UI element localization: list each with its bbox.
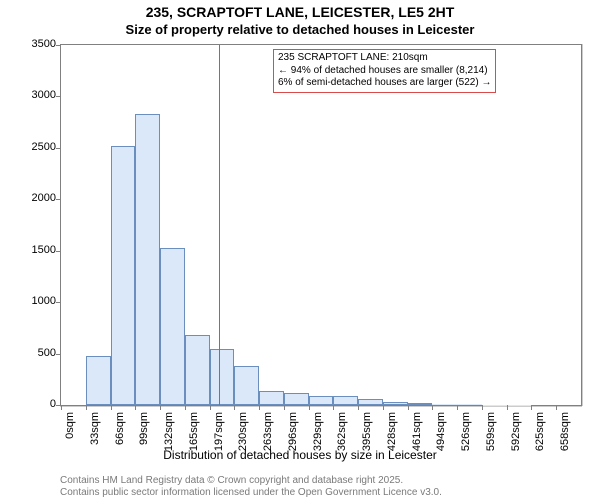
y-tick [56, 199, 61, 200]
y-tick [56, 148, 61, 149]
x-tick [61, 405, 62, 410]
bar [333, 396, 358, 405]
y-tick [56, 302, 61, 303]
chart-title-line2: Size of property relative to detached ho… [0, 22, 600, 37]
x-tick [333, 405, 334, 410]
x-tick [111, 405, 112, 410]
bar [358, 399, 383, 405]
x-tick [507, 405, 508, 410]
x-tick [531, 405, 532, 410]
x-tick-label: 99sqm [138, 412, 150, 458]
x-tick-label: 66sqm [114, 412, 126, 458]
bar [309, 396, 334, 405]
bar [284, 393, 309, 405]
x-tick-label: 526sqm [460, 412, 472, 458]
y-tick-label: 3000 [6, 89, 56, 101]
x-tick [160, 405, 161, 410]
x-tick-label: 296sqm [287, 412, 299, 458]
x-tick [284, 405, 285, 410]
y-tick-label: 1000 [6, 295, 56, 307]
bar [135, 114, 160, 405]
y-tick [56, 45, 61, 46]
footnote-line2: Contains public sector information licen… [60, 487, 442, 498]
x-tick [234, 405, 235, 410]
x-tick-label: 658sqm [559, 412, 571, 458]
x-tick-label: 165sqm [188, 412, 200, 458]
x-tick-label: 362sqm [336, 412, 348, 458]
x-tick [408, 405, 409, 410]
bar [432, 404, 457, 405]
bar [185, 335, 210, 405]
y-tick [56, 354, 61, 355]
y-tick-label: 500 [6, 347, 56, 359]
y-tick [56, 251, 61, 252]
x-tick-label: 33sqm [89, 412, 101, 458]
bar [210, 349, 235, 405]
x-tick [86, 405, 87, 410]
x-tick-label: 132sqm [163, 412, 175, 458]
x-tick [135, 405, 136, 410]
x-tick [210, 405, 211, 410]
bar [408, 403, 433, 405]
x-tick [185, 405, 186, 410]
x-tick [482, 405, 483, 410]
x-tick-label: 625sqm [534, 412, 546, 458]
x-tick [383, 405, 384, 410]
annotation-line1: 235 SCRAPTOFT LANE: 210sqm [278, 52, 428, 63]
x-tick-label: 428sqm [386, 412, 398, 458]
x-tick [457, 405, 458, 410]
annotation-line2: ← 94% of detached houses are smaller (8,… [278, 65, 488, 76]
x-tick [309, 405, 310, 410]
annotation-box: 235 SCRAPTOFT LANE: 210sqm ← 94% of detac… [273, 49, 496, 93]
x-tick [432, 405, 433, 410]
x-tick-label: 395sqm [361, 412, 373, 458]
bar [111, 146, 136, 405]
bar [234, 366, 259, 405]
x-tick [556, 405, 557, 410]
x-tick [358, 405, 359, 410]
y-tick [56, 96, 61, 97]
y-tick-label: 0 [6, 398, 56, 410]
bar [457, 404, 482, 405]
x-tick-label: 197sqm [213, 412, 225, 458]
bar [259, 391, 284, 405]
footnote-line1: Contains HM Land Registry data © Crown c… [60, 475, 403, 486]
plot-area: 235 SCRAPTOFT LANE: 210sqm ← 94% of detac… [60, 44, 582, 406]
property-size-chart: 235, SCRAPTOFT LANE, LEICESTER, LE5 2HT … [0, 0, 600, 500]
x-tick [259, 405, 260, 410]
x-tick-label: 461sqm [411, 412, 423, 458]
bar [86, 356, 111, 405]
x-tick-label: 230sqm [237, 412, 249, 458]
chart-title-line1: 235, SCRAPTOFT LANE, LEICESTER, LE5 2HT [0, 4, 600, 20]
bar [383, 402, 408, 405]
y-tick-label: 2000 [6, 192, 56, 204]
x-tick-label: 559sqm [485, 412, 497, 458]
x-tick-label: 329sqm [312, 412, 324, 458]
y-tick-label: 1500 [6, 244, 56, 256]
x-tick-label: 592sqm [510, 412, 522, 458]
x-tick-label: 263sqm [262, 412, 274, 458]
bar [160, 248, 185, 405]
annotation-line3: 6% of semi-detached houses are larger (5… [278, 77, 491, 88]
y-tick-label: 3500 [6, 38, 56, 50]
x-tick-label: 494sqm [435, 412, 447, 458]
y-tick-label: 2500 [6, 141, 56, 153]
reference-line [219, 45, 220, 405]
x-tick-label: 0sqm [64, 412, 76, 458]
